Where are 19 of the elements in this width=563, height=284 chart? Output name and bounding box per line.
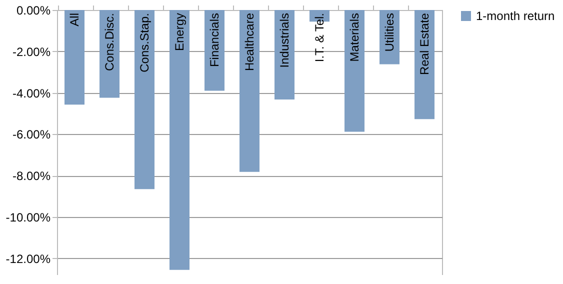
y-tick-label: -8.00% <box>12 169 51 184</box>
x-tick-label: Healthcare <box>242 12 256 72</box>
x-tick-label: All <box>68 13 82 26</box>
x-tick-label: Cons.Disc. <box>102 13 116 72</box>
y-tick-label: 0.00% <box>16 4 51 18</box>
y-tick-label: -10.00% <box>6 210 51 225</box>
x-tick-label: I.T. & Tel. <box>312 13 326 62</box>
y-tick-label: -4.00% <box>12 86 51 100</box>
x-tick-label: Materials <box>348 13 362 62</box>
x-tick-label: Utilities <box>382 13 396 52</box>
y-tick-label: -12.00% <box>6 252 51 266</box>
y-tick-label: -2.00% <box>12 44 51 59</box>
legend-label: 1-month return <box>476 9 555 23</box>
x-tick-label: Real Estate <box>418 12 432 76</box>
x-tick-label: Energy <box>172 13 186 52</box>
x-tick-label: Financials <box>208 13 222 68</box>
x-tick-label: Industrials <box>278 13 292 68</box>
x-tick-label: Cons.Stap. <box>138 13 152 72</box>
y-tick-label: -6.00% <box>12 128 51 142</box>
